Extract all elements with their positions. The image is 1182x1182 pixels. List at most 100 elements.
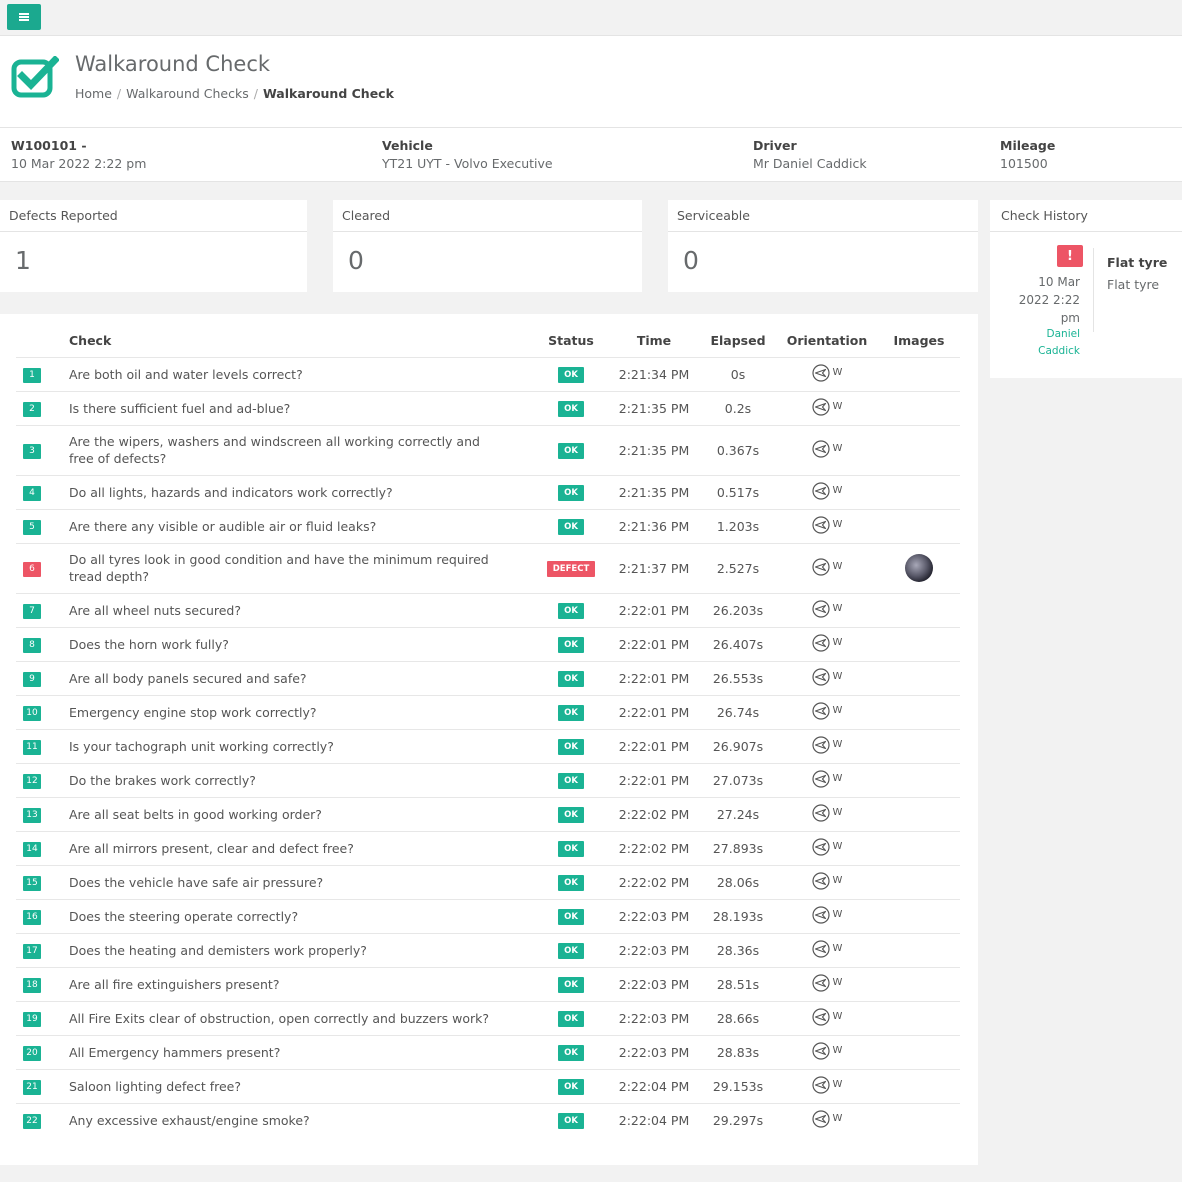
check-question: Is your tachograph unit working correctl…	[53, 729, 534, 764]
check-question: Are the wipers, washers and windscreen a…	[53, 425, 534, 476]
table-row: 20 All Emergency hammers present? OK 2:22:0…	[16, 1035, 960, 1070]
table-row: 7 Are all wheel nuts secured? OK 2:22:01 PM…	[16, 593, 960, 628]
check-question: Does the steering operate correctly?	[53, 899, 534, 934]
check-datetime: 10 Mar 2022 2:22 pm	[11, 156, 147, 171]
row-number-cell: 9	[16, 661, 53, 696]
table-row: 22 Any excessive exhaust/engine smoke? OK 2…	[16, 1103, 960, 1137]
vehicle-value: YT21 UYT - Volvo Executive	[382, 156, 553, 171]
images-cell	[878, 1001, 960, 1036]
check-question: Are all wheel nuts secured?	[53, 593, 534, 628]
defect-image-thumbnail[interactable]	[905, 554, 933, 582]
images-cell	[878, 1035, 960, 1070]
row-number-cell: 8	[16, 627, 53, 662]
status-cell: OK	[534, 763, 608, 798]
compass-west-icon	[811, 973, 830, 992]
orientation-cell: W	[776, 865, 878, 900]
orientation-cell: W	[776, 967, 878, 1002]
column-header-status: Status	[534, 324, 608, 358]
orientation-label: W	[832, 485, 843, 496]
breadcrumb-walkaround-checks[interactable]: Walkaround Checks	[126, 86, 249, 101]
row-number-cell: 6	[16, 543, 53, 594]
check-question: Is there sufficient fuel and ad-blue?	[53, 391, 534, 426]
orientation-label: W	[832, 1113, 843, 1125]
orientation-cell: W	[776, 695, 878, 730]
defects-reported-label: Defects Reported	[0, 200, 307, 232]
orientation-label: W	[832, 977, 843, 988]
defects-reported-count: 1	[15, 246, 31, 275]
row-number-cell: 14	[16, 831, 53, 866]
orientation-label: W	[832, 739, 843, 750]
status-badge: OK	[558, 1113, 584, 1130]
driver-value: Mr Daniel Caddick	[753, 156, 867, 171]
status-cell: OK	[534, 1103, 608, 1137]
breadcrumb-home[interactable]: Home	[75, 86, 112, 101]
images-cell	[878, 1069, 960, 1104]
cleared-count: 0	[348, 246, 364, 275]
status-badge: OK	[558, 671, 584, 687]
time-cell: 2:22:01 PM	[608, 627, 700, 662]
status-badge: OK	[558, 637, 584, 653]
elapsed-cell: 29.153s	[700, 1069, 776, 1104]
check-reference: W100101 - 10 Mar 2022 2:22 pm	[11, 138, 146, 171]
orientation-label: W	[832, 443, 843, 454]
time-cell: 2:22:03 PM	[608, 1001, 700, 1036]
check-question: Are all fire extinguishers present?	[53, 967, 534, 1002]
check-question: Are there any visible or audible air or …	[53, 509, 534, 544]
table-row: 4 Do all lights, hazards and indicators w…	[16, 475, 960, 510]
status-badge: OK	[558, 519, 584, 535]
status-badge: OK	[558, 909, 584, 925]
time-cell: 2:21:35 PM	[608, 425, 700, 476]
orientation-label: W	[832, 561, 843, 572]
status-badge: OK	[558, 705, 584, 721]
row-number-badge: 5	[23, 520, 41, 535]
time-cell: 2:21:36 PM	[608, 509, 700, 544]
row-number-badge: 2	[23, 402, 41, 417]
orientation-label: W	[832, 943, 843, 954]
compass-west-icon	[811, 1041, 830, 1060]
history-date-line: 10 Mar	[1038, 275, 1080, 289]
row-number-cell: 5	[16, 509, 53, 544]
time-cell: 2:21:35 PM	[608, 475, 700, 510]
time-cell: 2:22:02 PM	[608, 797, 700, 832]
images-cell	[878, 543, 960, 594]
status-badge: OK	[558, 401, 584, 417]
row-number-cell: 4	[16, 475, 53, 510]
elapsed-cell: 29.297s	[712, 1112, 764, 1128]
menu-toggle-button[interactable]	[7, 4, 41, 30]
table-row: 21 Saloon lighting defect free? OK 2:22:04 …	[16, 1069, 960, 1104]
vehicle-label: Vehicle	[382, 138, 433, 153]
status-cell: OK	[534, 391, 608, 426]
status-cell: OK	[534, 899, 608, 934]
images-cell	[878, 729, 960, 764]
orientation-label: W	[832, 807, 843, 818]
orientation-cell: W	[776, 627, 878, 662]
orientation-label: W	[832, 841, 843, 852]
compass-west-icon	[811, 701, 830, 720]
status-badge: OK	[558, 1045, 584, 1061]
serviceable-box: Serviceable 0	[668, 200, 978, 292]
compass-west-icon	[811, 905, 830, 924]
images-cell	[878, 475, 960, 510]
elapsed-cell: 26.407s	[700, 627, 776, 662]
history-user-link[interactable]: Daniel Caddick	[1030, 326, 1080, 360]
status-cell: OK	[534, 357, 608, 392]
breadcrumb-separator: /	[253, 86, 258, 101]
time-cell: 2:22:01 PM	[608, 729, 700, 764]
orientation-label: W	[832, 401, 843, 412]
compass-west-icon	[811, 837, 830, 856]
row-number-badge: 6	[23, 562, 41, 577]
orientation-cell: W	[776, 661, 878, 696]
orientation-cell: W	[776, 1069, 878, 1104]
check-question: All Fire Exits clear of obstruction, ope…	[53, 1001, 534, 1036]
row-number-cell: 1	[16, 357, 53, 392]
breadcrumb-separator: /	[116, 86, 122, 101]
elapsed-cell: 27.073s	[700, 763, 776, 798]
row-number-badge: 20	[23, 1046, 41, 1061]
row-number-cell: 21	[16, 1069, 53, 1104]
images-cell	[878, 661, 960, 696]
page-title: Walkaround Check	[75, 52, 271, 76]
serviceable-label: Serviceable	[668, 200, 978, 232]
images-cell	[878, 593, 960, 628]
time-cell: 2:21:37 PM	[608, 543, 700, 594]
elapsed-cell: 26.74s	[700, 695, 776, 730]
